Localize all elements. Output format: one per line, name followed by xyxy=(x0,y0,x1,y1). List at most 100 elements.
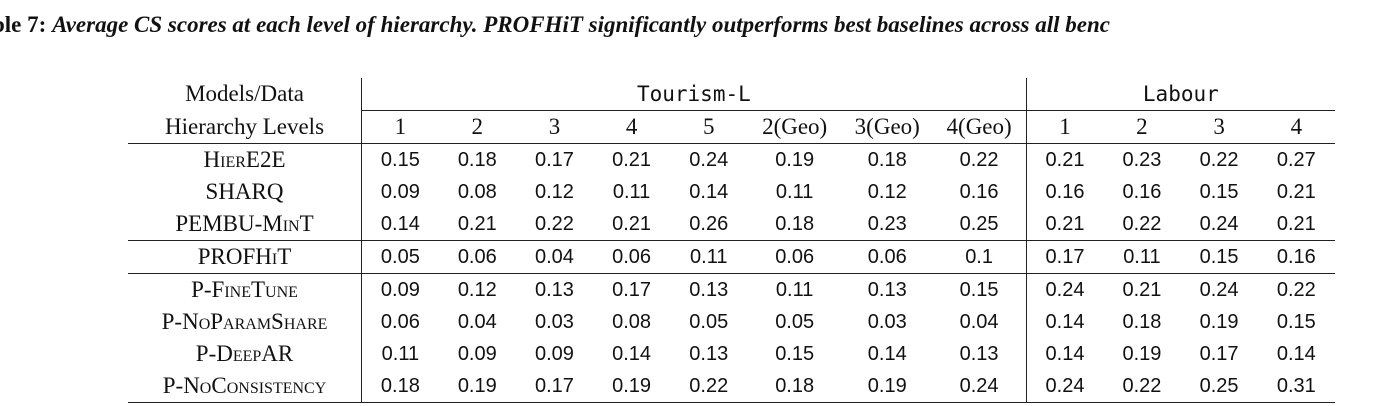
score-cell: 0.18 xyxy=(457,148,497,171)
score-cell: 0.06 xyxy=(438,240,516,274)
score-cell: 0.14 xyxy=(612,342,652,365)
score-cell: 0.04 xyxy=(932,306,1027,338)
score-cell: 0.24 xyxy=(1199,278,1239,301)
score-cell: 0.1 xyxy=(932,240,1027,274)
score-cell: 0.15 xyxy=(1199,180,1239,203)
score-cell: 0.19 xyxy=(593,370,671,403)
score-cell: 0.11 xyxy=(381,342,420,365)
score-cell: 0.17 xyxy=(1199,342,1239,365)
header-row-levels: Hierarchy Levels 1 2 3 4 5 2(Geo) 3(Geo)… xyxy=(128,110,1335,144)
model-name-cell: P-NoConsistency xyxy=(128,370,363,403)
score-cell: 0.09 xyxy=(457,342,497,365)
table-row: SHARQ 0.09 0.08 0.12 0.11 0.14 0.11 0.12 0.16 0.1… xyxy=(128,176,1335,208)
level-header: 2 xyxy=(438,110,516,144)
score-cell: 0.15 xyxy=(775,342,815,365)
level-header: 2(Geo) xyxy=(747,110,842,144)
table-row: PROFHiT 0.05 0.06 0.04 0.06 0.11 0.06 0.06 0.1 0.… xyxy=(128,240,1335,274)
score-cell: 0.06 xyxy=(380,310,420,333)
score-cell: 0.04 xyxy=(457,310,497,333)
model-name-cell: SHARQ xyxy=(128,176,363,208)
level-header: 5 xyxy=(670,110,748,144)
score-cell: 0.11 xyxy=(670,240,748,274)
score-cell: 0.25 xyxy=(932,208,1027,241)
score-cell: 0.15 xyxy=(1180,240,1258,274)
score-cell: 0.21 xyxy=(1276,212,1316,235)
score-cell: 0.24 xyxy=(1045,278,1085,301)
model-name-cell: PROFHiT xyxy=(128,240,363,274)
score-cell: 0.27 xyxy=(1276,148,1316,171)
level-header: 4 xyxy=(1257,110,1335,144)
table-row: HierE2E 0.15 0.18 0.17 0.21 0.24 0.19 0.18 0.22 0… xyxy=(128,143,1335,176)
level-header: 2 xyxy=(1103,110,1181,144)
score-cell: 0.31 xyxy=(1257,370,1335,403)
score-cell: 0.08 xyxy=(457,180,497,203)
score-cell: 0.19 xyxy=(1122,342,1162,365)
score-cell: 0.13 xyxy=(534,278,574,301)
score-cell: 0.14 xyxy=(1045,310,1085,333)
score-cell: 0.08 xyxy=(612,310,652,333)
score-cell: 0.21 xyxy=(457,212,497,235)
table-row: P-NoConsistency 0.18 0.19 0.17 0.19 0.22 0.18 0… xyxy=(128,370,1335,403)
score-cell: 0.03 xyxy=(534,310,574,333)
score-cell: 0.04 xyxy=(515,240,594,274)
score-cell: 0.06 xyxy=(747,240,842,274)
caption-text: Average CS scores at each level of hiera… xyxy=(52,12,1110,37)
score-cell: 0.11 xyxy=(1103,240,1181,274)
score-cell: 0.06 xyxy=(593,240,671,274)
score-cell: 0.12 xyxy=(867,180,907,203)
score-cell: 0.15 xyxy=(1276,310,1316,333)
score-cell: 0.14 xyxy=(380,212,420,235)
level-header: 1 xyxy=(1026,110,1104,144)
score-cell: 0.18 xyxy=(1122,310,1162,333)
score-cell: 0.14 xyxy=(689,180,729,203)
score-cell: 0.13 xyxy=(689,278,729,301)
corner-label: Models/Data xyxy=(128,78,363,111)
score-cell: 0.18 xyxy=(747,370,842,403)
table-row: P-DeepAR 0.11 0.09 0.09 0.14 0.13 0.15 0.14 0.13… xyxy=(128,338,1335,370)
score-cell: 0.05 xyxy=(775,310,815,333)
score-cell: 0.24 xyxy=(932,370,1027,403)
group-header-labour: Labour xyxy=(1026,78,1335,111)
score-cell: 0.21 xyxy=(1045,148,1085,171)
level-header: 4(Geo) xyxy=(932,110,1027,144)
table-row: P-NoParamShare 0.06 0.04 0.03 0.08 0.05 0.05 0.… xyxy=(128,306,1335,338)
score-cell: 0.09 xyxy=(534,342,574,365)
score-cell: 0.21 xyxy=(1045,212,1085,235)
score-cell: 0.11 xyxy=(775,180,814,203)
score-cell: 0.18 xyxy=(867,148,907,171)
score-cell: 0.09 xyxy=(380,180,420,203)
score-cell: 0.17 xyxy=(515,370,594,403)
score-cell: 0.17 xyxy=(1026,240,1104,274)
score-cell: 0.09 xyxy=(380,278,420,301)
score-cell: 0.23 xyxy=(867,212,907,235)
score-cell: 0.22 xyxy=(932,143,1027,176)
score-cell: 0.13 xyxy=(932,338,1027,370)
score-cell: 0.22 xyxy=(1199,148,1239,171)
group-header-tourism: Tourism-L xyxy=(361,78,1027,111)
score-cell: 0.21 xyxy=(612,212,652,235)
score-cell: 0.16 xyxy=(1122,180,1162,203)
score-cell: 0.26 xyxy=(689,212,729,235)
score-cell: 0.16 xyxy=(1045,180,1085,203)
score-cell: 0.24 xyxy=(1026,370,1104,403)
score-cell: 0.12 xyxy=(534,180,574,203)
score-cell: 0.14 xyxy=(1276,342,1316,365)
score-cell: 0.14 xyxy=(867,342,907,365)
score-cell: 0.05 xyxy=(361,240,439,274)
model-name-cell: P-NoParamShare xyxy=(128,306,363,338)
score-cell: 0.05 xyxy=(689,310,729,333)
score-cell: 0.21 xyxy=(1276,180,1316,203)
levels-label: Hierarchy Levels xyxy=(128,110,363,144)
score-cell: 0.17 xyxy=(534,148,574,171)
score-cell: 0.24 xyxy=(689,148,729,171)
score-cell: 0.06 xyxy=(841,240,933,274)
score-cell: 0.03 xyxy=(867,310,907,333)
level-header: 3 xyxy=(515,110,594,144)
score-cell: 0.21 xyxy=(1122,278,1162,301)
model-name-cell: P-DeepAR xyxy=(128,338,363,370)
score-cell: 0.16 xyxy=(1257,240,1335,274)
level-header: 3(Geo) xyxy=(841,110,933,144)
table-row: P-FineTune 0.09 0.12 0.13 0.17 0.13 0.11 0.13 0.… xyxy=(128,273,1335,306)
score-cell: 0.14 xyxy=(1045,342,1085,365)
score-cell: 0.19 xyxy=(775,148,815,171)
